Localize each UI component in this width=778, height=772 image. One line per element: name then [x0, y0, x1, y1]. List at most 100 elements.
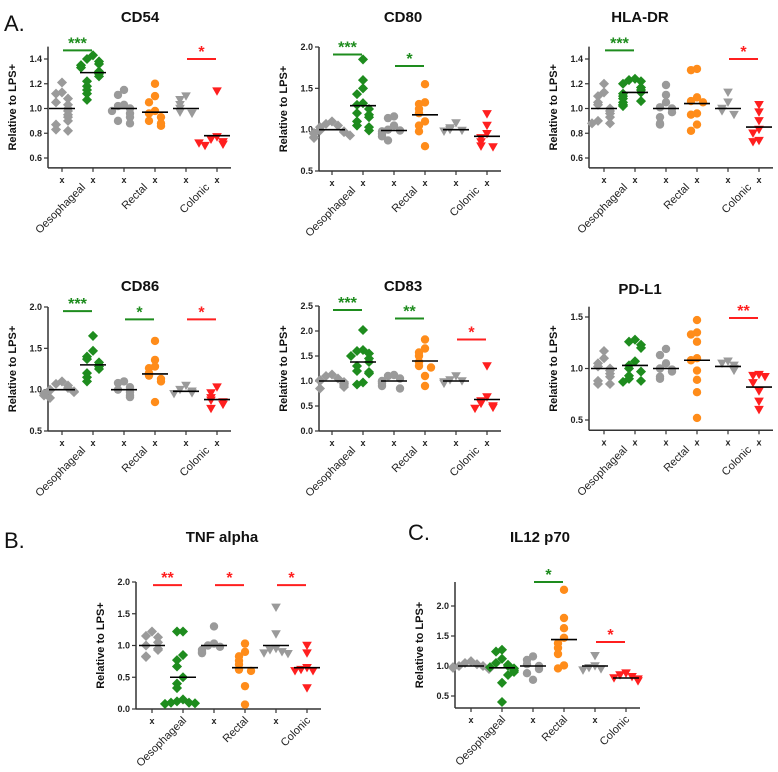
- data-point-diamond: [363, 368, 375, 379]
- data-point-diamond: [635, 342, 647, 353]
- data-point-diamond: [617, 376, 629, 387]
- y-axis-label: Relative to LPS+: [7, 64, 19, 151]
- data-point-circle: [686, 110, 696, 119]
- data-point-diamond: [75, 62, 87, 73]
- data-point-circle: [383, 371, 393, 381]
- data-point-circle: [156, 112, 166, 122]
- data-point-triangle: [633, 677, 643, 686]
- data-point-diamond: [50, 378, 62, 389]
- data-point-diamond: [623, 336, 635, 347]
- x-tick-label: x: [601, 175, 606, 185]
- data-point-diamond: [171, 626, 183, 637]
- data-point-diamond: [459, 657, 471, 669]
- chart-title: PD-L1: [618, 281, 661, 298]
- x-group-label: Oesophageal: [575, 444, 630, 499]
- significance-label: ***: [338, 39, 357, 56]
- data-point-triangle: [760, 372, 770, 382]
- data-point-circle: [240, 681, 250, 691]
- data-point-diamond: [592, 378, 604, 389]
- data-point-circle: [144, 371, 154, 380]
- data-point-diamond: [623, 373, 635, 384]
- chart-title: CD54: [121, 9, 160, 26]
- x-group-label: Oesophageal: [575, 182, 630, 237]
- data-point-diamond: [81, 94, 93, 105]
- x-group-label: Oesophageal: [33, 445, 88, 500]
- data-point-triangle: [283, 649, 293, 659]
- data-point-triangle: [729, 110, 739, 120]
- data-point-circle: [661, 80, 671, 90]
- y-tick-label: 1.5: [300, 351, 313, 361]
- y-tick-label: 1.5: [117, 609, 130, 619]
- data-point-triangle: [308, 667, 318, 676]
- significance-label: *: [607, 627, 614, 644]
- data-point-circle: [125, 392, 135, 402]
- data-point-triangle: [482, 121, 492, 131]
- data-point-diamond: [62, 93, 74, 104]
- panel-tnf-alpha: TNF alpha 0.0 0.5 1.0 1.5 2.0 Relative to LPS+…: [95, 529, 321, 769]
- data-point-circle: [661, 98, 671, 107]
- y-tick-label: 1.0: [117, 641, 130, 651]
- x-tick-label: x: [422, 438, 427, 448]
- data-point-circle: [655, 120, 665, 129]
- y-axis-label: Relative to LPS+: [414, 602, 426, 689]
- data-point-circle: [528, 675, 538, 684]
- data-point-circle: [150, 79, 160, 88]
- data-point-circle: [559, 624, 569, 633]
- data-point-circle: [150, 336, 160, 346]
- panel-letter: A.: [4, 11, 25, 36]
- data-point-circle: [156, 377, 166, 386]
- y-axis-label: Relative to LPS+: [95, 602, 107, 689]
- data-point-triangle: [748, 138, 758, 147]
- x-group-label: Rectal: [390, 185, 421, 216]
- x-group-label: Oesophageal: [33, 182, 88, 237]
- data-point-circle: [414, 361, 424, 371]
- y-tick-label: 2.0: [29, 302, 42, 312]
- y-tick-label: 2.5: [300, 301, 313, 311]
- x-tick-label: x: [183, 438, 188, 448]
- x-tick-label: x: [360, 438, 365, 448]
- y-tick-label: 1.5: [436, 631, 449, 641]
- data-point-circle: [209, 622, 219, 631]
- y-tick-label: 1.5: [570, 312, 583, 322]
- x-group-label: Oesophageal: [303, 445, 358, 500]
- data-point-circle: [655, 112, 665, 122]
- x-tick-label: x: [632, 175, 637, 185]
- x-tick-label: x: [601, 437, 606, 447]
- x-tick-label: x: [121, 438, 126, 448]
- data-point-diamond: [171, 655, 183, 666]
- data-point-triangle: [748, 371, 758, 381]
- data-point-circle: [383, 136, 393, 145]
- data-point-circle: [559, 613, 569, 623]
- data-point-diamond: [351, 99, 363, 110]
- x-group-label: Rectal: [221, 715, 252, 746]
- data-point-circle: [144, 116, 154, 126]
- data-point-triangle: [590, 652, 600, 661]
- data-point-diamond: [44, 392, 56, 403]
- x-group-label: Rectal: [662, 444, 693, 475]
- x-tick-label: x: [59, 175, 64, 185]
- data-point-diamond: [629, 356, 641, 367]
- data-point-triangle: [451, 119, 461, 128]
- data-point-diamond: [81, 88, 93, 99]
- x-tick-label: x: [360, 178, 365, 188]
- data-point-diamond: [87, 330, 99, 341]
- chart-title: TNF alpha: [186, 529, 259, 546]
- data-point-diamond: [140, 630, 152, 642]
- data-point-triangle: [723, 98, 733, 107]
- data-point-circle: [692, 315, 702, 325]
- data-point-triangle: [723, 88, 733, 98]
- y-tick-label: 1.0: [29, 385, 42, 395]
- x-tick-label: x: [391, 178, 396, 188]
- data-point-triangle: [290, 667, 300, 676]
- data-point-circle: [655, 350, 665, 360]
- data-point-diamond: [357, 324, 369, 336]
- data-point-diamond: [189, 698, 201, 709]
- data-point-circle: [522, 669, 532, 678]
- data-point-circle: [692, 375, 702, 385]
- significance-label: *: [740, 44, 747, 61]
- data-point-diamond: [617, 100, 629, 112]
- data-point-diamond: [314, 383, 326, 394]
- data-point-diamond: [635, 96, 647, 107]
